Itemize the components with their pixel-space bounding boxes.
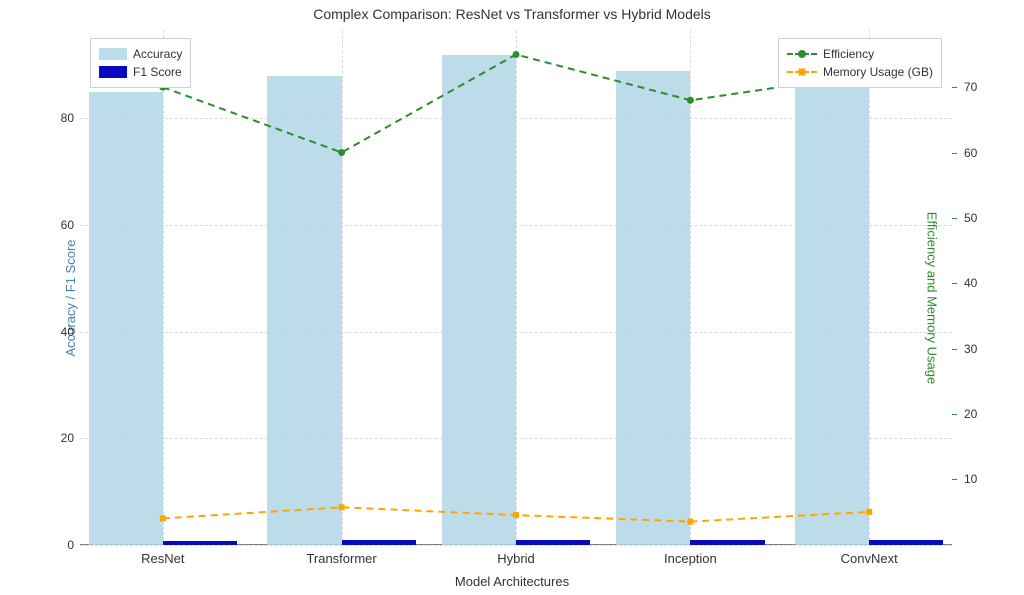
legend-swatch-accuracy	[99, 48, 127, 60]
bar-f1	[163, 541, 237, 545]
y-right-tick-label: 30	[964, 342, 977, 356]
bar-accuracy	[795, 76, 869, 545]
legend-item-efficiency: Efficiency	[787, 45, 933, 63]
bar-f1	[690, 540, 764, 545]
bar-accuracy	[442, 55, 516, 545]
y-left-tick-label: 60	[50, 218, 74, 232]
y-left-tick-label: 40	[50, 325, 74, 339]
y-right-tick-label: 20	[964, 407, 977, 421]
legend-left: Accuracy F1 Score	[90, 38, 191, 88]
legend-line-efficiency	[787, 47, 817, 61]
y-axis-right-label: Efficiency and Memory Usage	[924, 211, 939, 383]
x-tick-label: ResNet	[141, 551, 184, 566]
y-right-tick-mark	[952, 349, 957, 350]
y-right-tick-label: 50	[964, 211, 977, 225]
legend-line-memory	[787, 65, 817, 79]
x-tick-label: ConvNext	[841, 551, 898, 566]
y-right-tick-label: 10	[964, 472, 977, 486]
y-right-tick-mark	[952, 283, 957, 284]
y-left-tick-label: 20	[50, 431, 74, 445]
bar-accuracy	[89, 92, 163, 545]
grid-line-v	[869, 30, 870, 545]
legend-item-memory: Memory Usage (GB)	[787, 63, 933, 81]
legend-label: Efficiency	[823, 45, 874, 63]
x-tick-label: Transformer	[306, 551, 376, 566]
y-right-tick-mark	[952, 87, 957, 88]
legend-label: Memory Usage (GB)	[823, 63, 933, 81]
legend-item-accuracy: Accuracy	[99, 45, 182, 63]
x-tick-label: Hybrid	[497, 551, 535, 566]
bar-f1	[516, 540, 590, 545]
bar-accuracy	[616, 71, 690, 545]
x-tick-label: Inception	[664, 551, 717, 566]
y-right-tick-label: 40	[964, 276, 977, 290]
bar-f1	[342, 540, 416, 545]
circle-marker-icon	[798, 50, 806, 58]
legend-right: Efficiency Memory Usage (GB)	[778, 38, 942, 88]
bar-accuracy	[267, 76, 341, 545]
legend-label: F1 Score	[133, 63, 182, 81]
y-right-tick-mark	[952, 218, 957, 219]
legend-item-f1: F1 Score	[99, 63, 182, 81]
plot-area	[80, 30, 952, 545]
chart-title: Complex Comparison: ResNet vs Transforme…	[0, 6, 1024, 22]
grid-line-v	[516, 30, 517, 545]
chart-container: Complex Comparison: ResNet vs Transforme…	[0, 0, 1024, 595]
grid-line-v	[342, 30, 343, 545]
y-right-tick-mark	[952, 153, 957, 154]
legend-label: Accuracy	[133, 45, 182, 63]
legend-swatch-f1	[99, 66, 127, 78]
square-marker-icon	[798, 69, 805, 76]
y-right-tick-mark	[952, 479, 957, 480]
grid-line-v	[163, 30, 164, 545]
grid-line-v	[690, 30, 691, 545]
y-right-tick-mark	[952, 414, 957, 415]
y-left-tick-label: 80	[50, 111, 74, 125]
y-right-tick-label: 60	[964, 146, 977, 160]
x-axis-label: Model Architectures	[0, 574, 1024, 589]
bar-f1	[869, 540, 943, 545]
y-left-tick-label: 0	[50, 538, 74, 552]
grid-line-h	[80, 545, 952, 546]
y-right-tick-label: 70	[964, 80, 977, 94]
